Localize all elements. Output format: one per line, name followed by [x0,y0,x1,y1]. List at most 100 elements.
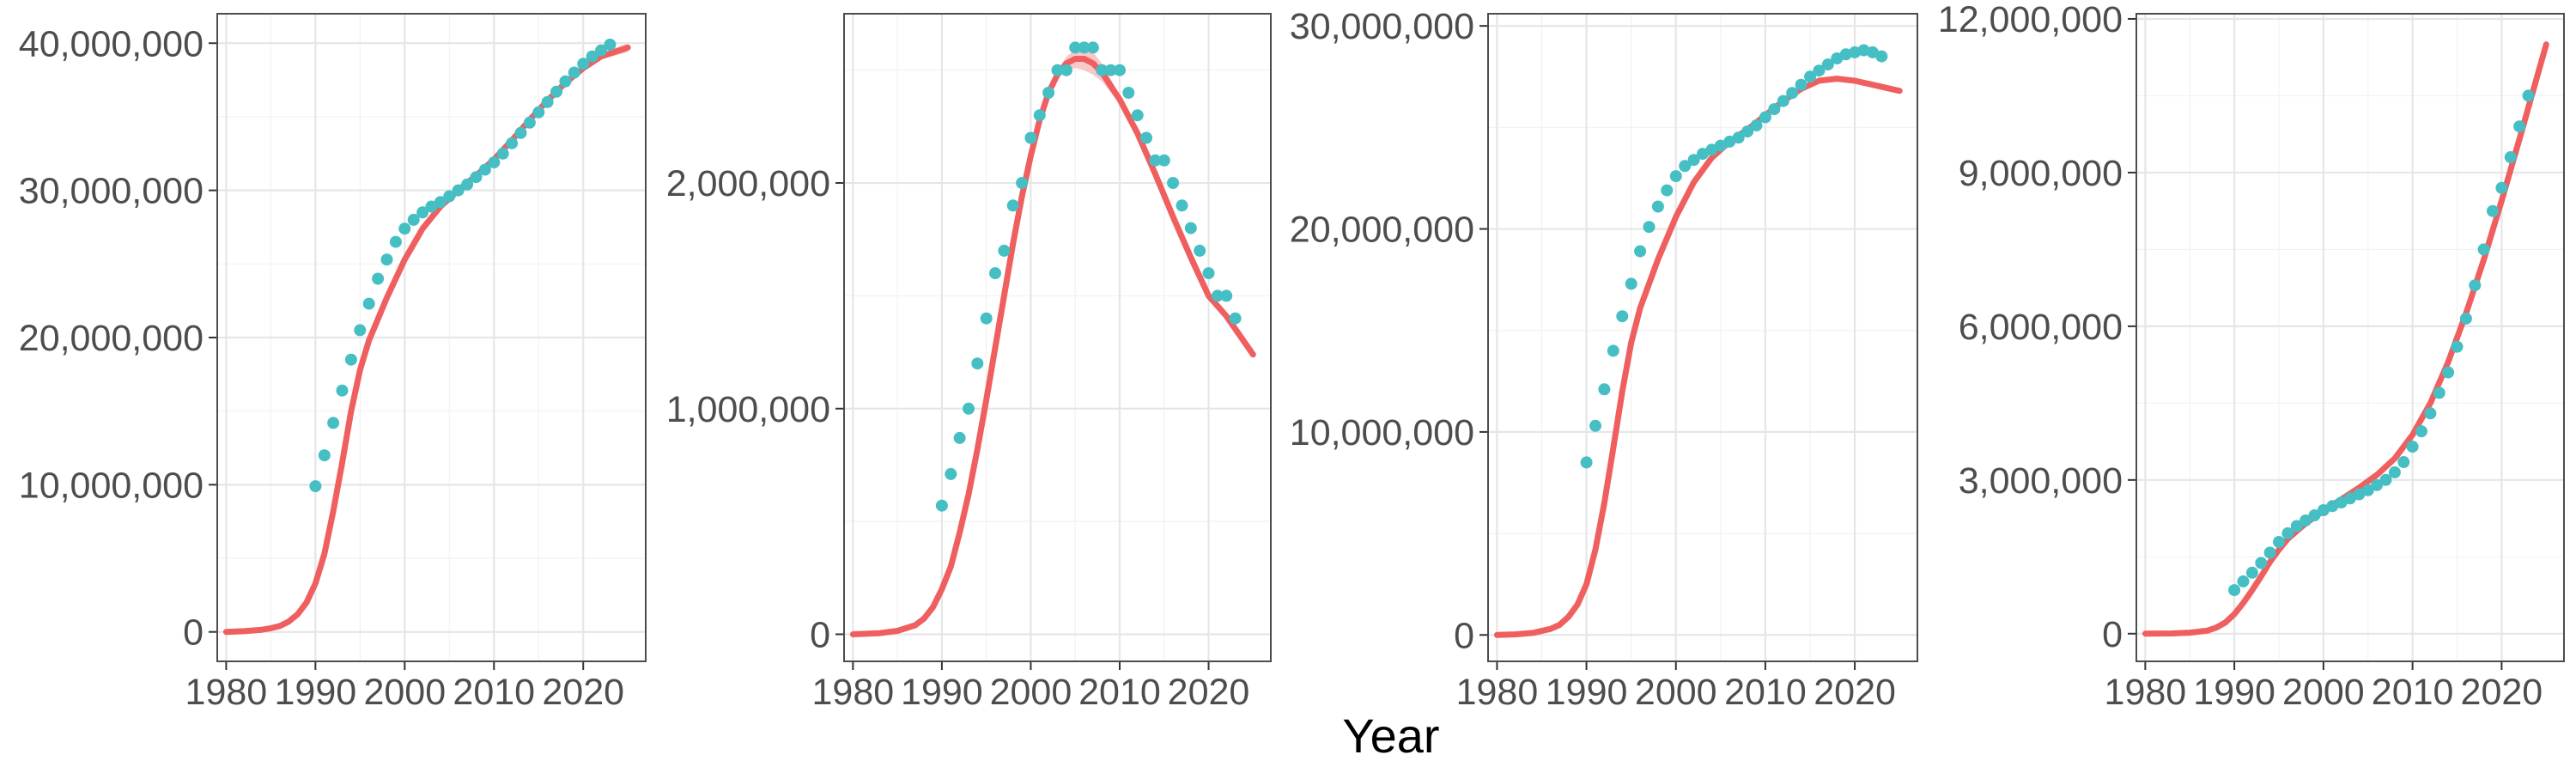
data-point [1804,70,1816,83]
data-point [309,480,322,493]
data-point [416,206,429,219]
data-point [1184,222,1197,234]
data-point [1759,111,1771,124]
data-point [541,95,554,108]
chart-panel-4: 1980 1990 2000 2010 2020 0 3,000,000 6,000,000 9… [1938,0,2565,713]
y-tick-label: 3,000,000 [1959,460,2123,502]
y-tick-label: 0 [2102,614,2123,655]
data-point [2237,575,2250,587]
data-point [1795,78,1807,91]
data-point [1229,312,1242,325]
data-point [318,449,331,462]
data-point [2317,504,2330,516]
data-point [1589,419,1601,432]
data-point [1096,64,1109,76]
data-point [1069,41,1082,54]
data-point [2371,478,2384,491]
plot-area [2136,13,2565,662]
data-point [2255,557,2268,569]
data-point [1598,383,1611,396]
data-point [389,235,402,248]
data-point [1875,50,1888,63]
plot-area [843,13,1272,662]
data-point [1661,184,1674,197]
data-point [2300,514,2312,526]
data-point [1625,277,1637,290]
data-point [362,297,375,310]
data-point [586,50,598,63]
data-point [1643,221,1656,234]
data-point [595,44,607,57]
data-point [1194,244,1206,257]
x-tick-label: 2000 [363,672,446,713]
y-tick-label: 0 [810,614,830,655]
data-point [2388,466,2401,478]
x-tick-label: 2010 [2372,672,2454,713]
data-point [398,222,411,235]
y-tick-label: 1,000,000 [666,389,830,430]
data-point [1714,139,1727,152]
x-tick-label: 1990 [901,672,983,713]
x-tick-label: 2000 [990,672,1072,713]
x-tick-label: 2000 [1635,672,1717,713]
data-point [1687,154,1700,167]
data-point [336,384,349,397]
data-point [1220,289,1233,302]
data-point [1651,200,1664,213]
data-point [2433,386,2445,399]
data-point [980,312,993,325]
data-point [1167,177,1180,189]
data-point [989,267,1001,280]
data-point [1122,87,1135,99]
data-point [2469,279,2482,292]
data-point [354,324,367,337]
y-tick-label: 10,000,000 [19,465,204,506]
data-point [1821,58,1834,71]
data-point [2451,340,2464,353]
x-tick-label: 1980 [2105,672,2187,713]
data-point [425,200,438,213]
data-point [327,417,340,429]
data-point [1086,41,1099,54]
data-point [1607,344,1619,357]
data-point [2477,243,2490,256]
panel-border [2136,13,2565,662]
x-tick-label: 2010 [453,672,535,713]
data-point [2406,441,2419,453]
data-point [1679,160,1692,173]
x-tick-label: 2020 [1814,672,1896,713]
data-point [2513,120,2526,133]
data-point [1741,125,1754,138]
data-point [380,253,393,266]
data-point [1697,148,1709,161]
y-tick-label: 30,000,000 [19,171,204,212]
data-point [2353,488,2366,501]
data-point [1732,131,1745,144]
data-point [2459,312,2472,325]
x-tick-label: 2020 [2461,672,2543,713]
data-point [1634,245,1647,258]
data-point [2263,546,2276,559]
data-point [1777,94,1789,107]
data-point [523,116,536,129]
data-point [1140,131,1152,144]
x-tick-label: 1990 [275,672,357,713]
data-point [443,190,456,203]
x-tick-label: 2020 [1168,672,1250,713]
y-tick-label: 9,000,000 [1959,153,2123,194]
data-point [2308,509,2321,521]
x-tick-label: 1980 [812,672,895,713]
data-point [470,171,483,184]
y-tick-label: 0 [183,612,204,654]
data-point [2487,204,2499,217]
data-point [2335,496,2348,509]
data-point [2415,425,2427,438]
data-point [604,39,617,51]
data-point [2245,566,2258,579]
x-axis-title: Year [1342,709,1439,763]
data-point [478,163,491,176]
data-point [2361,484,2374,496]
y-tick-label: 6,000,000 [1959,307,2123,348]
data-point [461,178,474,191]
data-point [1131,109,1144,122]
